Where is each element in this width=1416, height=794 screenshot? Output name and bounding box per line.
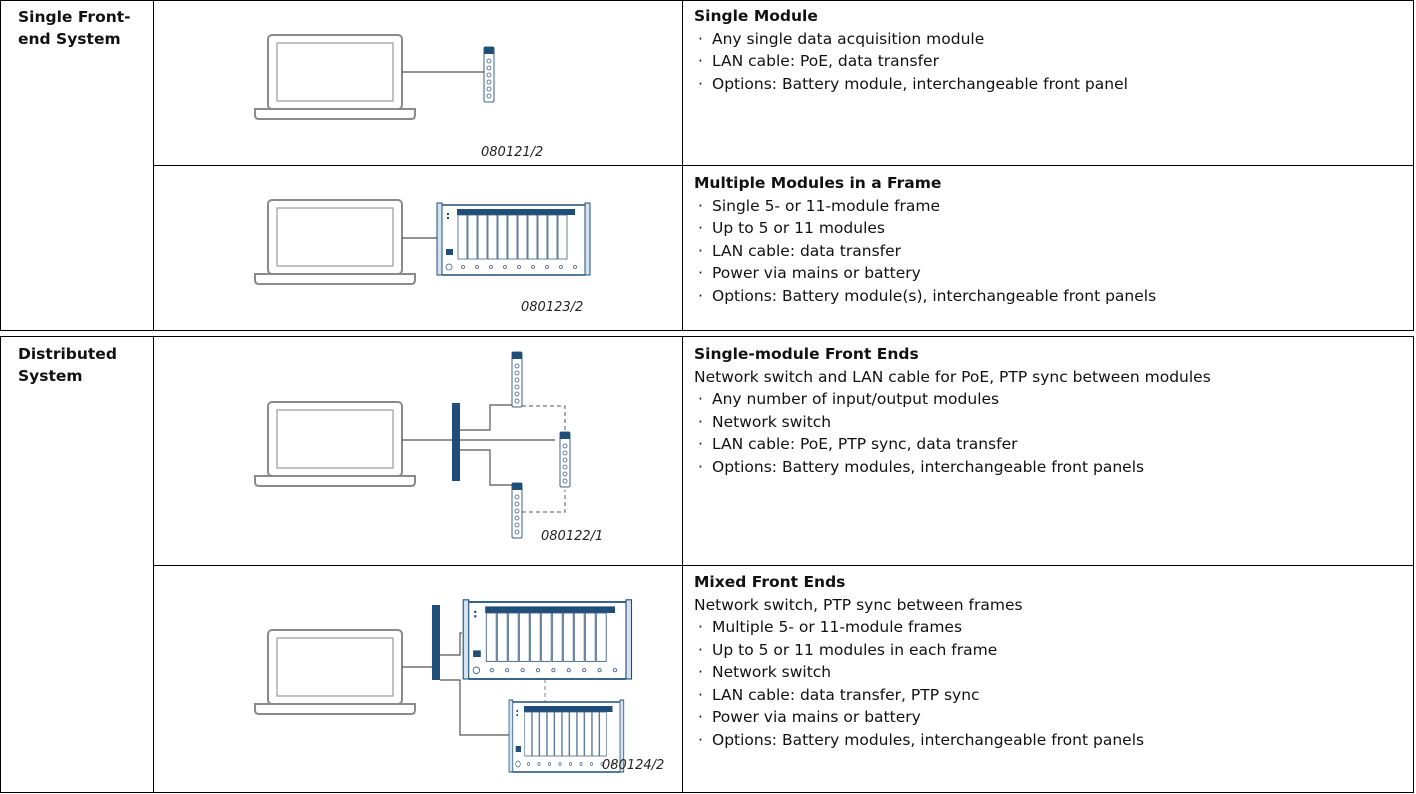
divider — [154, 165, 1413, 166]
bullet: Power via mains or battery — [694, 262, 1404, 285]
divider — [153, 1, 154, 330]
figure-code: 080123/2 — [521, 300, 583, 315]
row-title: Multiple Modules in a Frame — [694, 174, 942, 192]
section-label: Distributed System — [18, 345, 117, 385]
table-single — [0, 0, 1414, 331]
divider — [154, 565, 1413, 566]
bullet: Network switch — [694, 661, 1404, 684]
bullet: Up to 5 or 11 modules in each frame — [694, 639, 1404, 662]
row-title: Mixed Front Ends — [694, 573, 846, 591]
bullet: LAN cable: PoE, PTP sync, data transfer — [694, 433, 1404, 456]
row-intro: Network switch, PTP sync between frames — [694, 595, 1023, 614]
row-text: Mixed Front Ends Network switch, PTP sync… — [694, 571, 1404, 751]
bullet: Options: Battery modules, interchangeabl… — [694, 456, 1404, 479]
figure-code: 080124/2 — [602, 758, 664, 773]
bullet: Options: Battery modules, interchangeabl… — [694, 729, 1404, 752]
bullet: Any single data acquisition module — [694, 28, 1404, 51]
bullet: LAN cable: data transfer, PTP sync — [694, 684, 1404, 707]
row-text: Multiple Modules in a Frame Single 5- or … — [694, 172, 1404, 307]
row-title: Single-module Front Ends — [694, 345, 919, 363]
bullet: Network switch — [694, 411, 1404, 434]
bullet: Power via mains or battery — [694, 706, 1404, 729]
divider — [153, 337, 154, 792]
row-intro: Network switch and LAN cable for PoE, PT… — [694, 367, 1211, 386]
row-title: Single Module — [694, 7, 818, 25]
bullet: Up to 5 or 11 modules — [694, 217, 1404, 240]
row-text: Single-module Front Ends Network switch a… — [694, 343, 1404, 478]
bullet: Any number of input/output modules — [694, 388, 1404, 411]
section-label: Single Front-end System — [18, 8, 131, 48]
table-distributed — [0, 336, 1414, 793]
divider — [682, 337, 683, 792]
figure-code: 080121/2 — [481, 145, 543, 160]
bullet: Options: Battery module(s), interchangea… — [694, 285, 1404, 308]
row-text: Single Module Any single data acquisition… — [694, 5, 1404, 95]
bullet: Multiple 5- or 11-module frames — [694, 616, 1404, 639]
bullet: LAN cable: PoE, data transfer — [694, 50, 1404, 73]
bullet: LAN cable: data transfer — [694, 240, 1404, 263]
bullet: Options: Battery module, interchangeable… — [694, 73, 1404, 96]
figure-code: 080122/1 — [541, 529, 603, 544]
bullet: Single 5- or 11-module frame — [694, 195, 1404, 218]
